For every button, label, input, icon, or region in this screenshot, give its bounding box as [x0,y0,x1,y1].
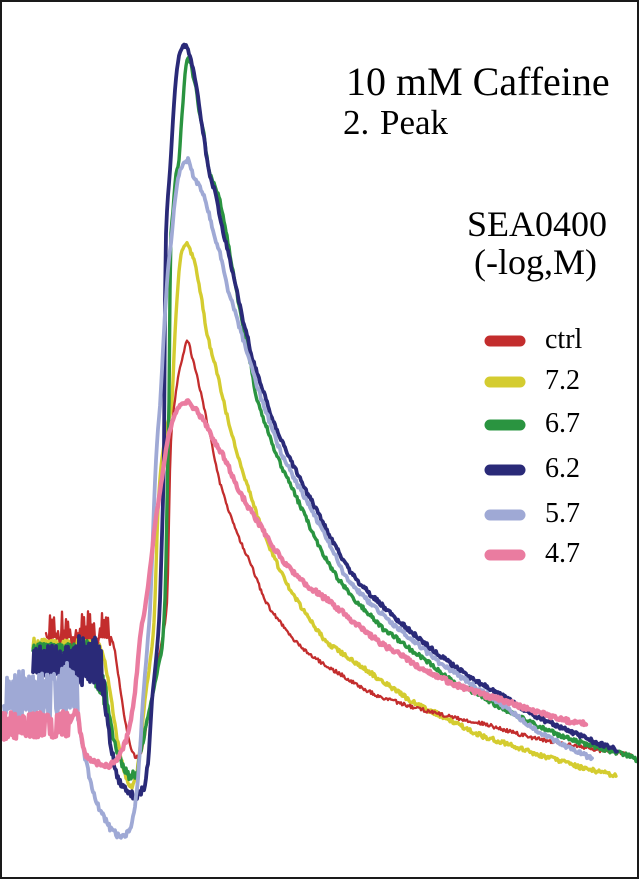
svg-text:10 mM Caffeine: 10 mM Caffeine [346,59,610,104]
svg-text:(-log,M): (-log,M) [474,242,597,282]
svg-text:ctrl: ctrl [545,324,583,355]
svg-text:4.7: 4.7 [545,538,580,569]
svg-text:7.2: 7.2 [545,365,580,396]
svg-text:5.7: 5.7 [545,498,580,529]
svg-text:6.7: 6.7 [545,408,580,439]
svg-text:SEA0400: SEA0400 [467,204,607,244]
svg-text:Peak: Peak [380,103,449,142]
svg-text:2.: 2. [343,103,369,142]
svg-text:6.2: 6.2 [545,453,580,484]
